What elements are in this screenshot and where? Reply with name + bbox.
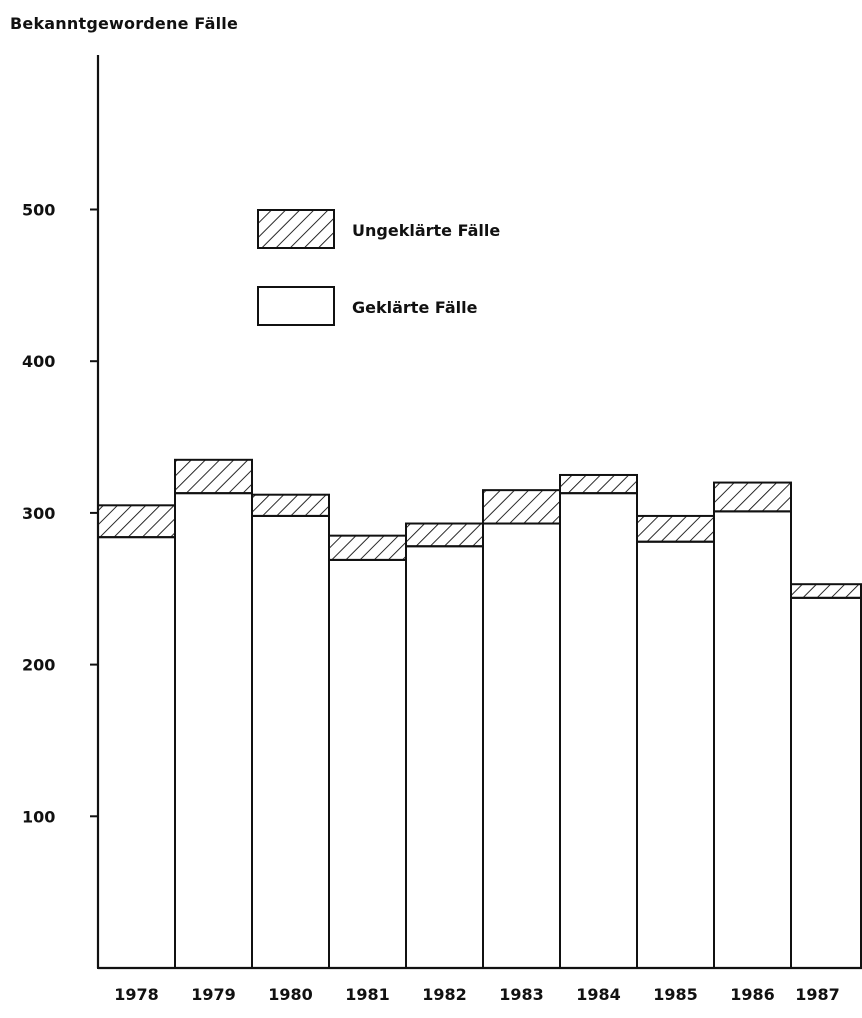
x-tick-label-1981: 1981 [345, 985, 390, 1004]
legend: Ungeklärte Fälle Geklärte Fälle [257, 209, 500, 326]
bar-geklaerte-1980 [251, 514, 330, 970]
x-tick-label-1985: 1985 [653, 985, 698, 1004]
x-tick-label-1982: 1982 [422, 985, 467, 1004]
bar-geklaerte-1984 [559, 492, 638, 969]
bar-ungeklaerte-1981 [328, 534, 407, 561]
bar-ungeklaerte-1980 [251, 493, 330, 517]
bar-ungeklaerte-1987 [790, 583, 862, 599]
x-tick-label-1980: 1980 [268, 985, 313, 1004]
bar-ungeklaerte-1985 [636, 514, 715, 543]
bar-geklaerte-1981 [328, 558, 407, 969]
y-tick-label-400: 400 [22, 352, 55, 371]
bar-ungeklaerte-1978 [97, 504, 176, 539]
bar-ungeklaerte-1979 [174, 458, 253, 495]
y-tick-label-500: 500 [22, 201, 55, 220]
x-tick-label-1978: 1978 [114, 985, 159, 1004]
legend-swatch-geklaerte [257, 286, 335, 326]
y-tick-label-200: 200 [22, 656, 55, 675]
legend-label-geklaerte: Geklärte Fälle [352, 298, 478, 317]
legend-swatch-ungeklaerte [257, 209, 335, 249]
bar-geklaerte-1979 [174, 492, 253, 969]
x-tick-label-1987: 1987 [795, 985, 840, 1004]
y-axis-label: Bekanntgewordene Fälle [10, 14, 239, 33]
x-tick-label-1983: 1983 [499, 985, 544, 1004]
x-tick-label-1979: 1979 [191, 985, 236, 1004]
x-tick-label-1986: 1986 [730, 985, 775, 1004]
axes-group: 1978 1979 1980 1981 1982 1983 1984 1985 1986 1987… [22, 55, 862, 1004]
legend-label-ungeklaerte: Ungeklärte Fälle [352, 221, 500, 240]
bar-geklaerte-1985 [636, 540, 715, 970]
bar-geklaerte-1982 [405, 545, 484, 969]
y-tick-label-300: 300 [22, 504, 55, 523]
bar-geklaerte-1983 [482, 522, 561, 969]
x-tick-label-1984: 1984 [576, 985, 621, 1004]
bar-geklaerte-1986 [713, 510, 792, 969]
bar-ungeklaerte-1983 [482, 489, 561, 525]
bar-ungeklaerte-1986 [713, 481, 792, 513]
bar-ungeklaerte-1984 [559, 473, 638, 495]
y-tick-label-100: 100 [22, 807, 55, 826]
bar-geklaerte-1978 [97, 536, 176, 969]
bars-group [97, 458, 862, 970]
bar-ungeklaerte-1982 [405, 522, 484, 548]
bar-geklaerte-1987 [790, 596, 862, 969]
